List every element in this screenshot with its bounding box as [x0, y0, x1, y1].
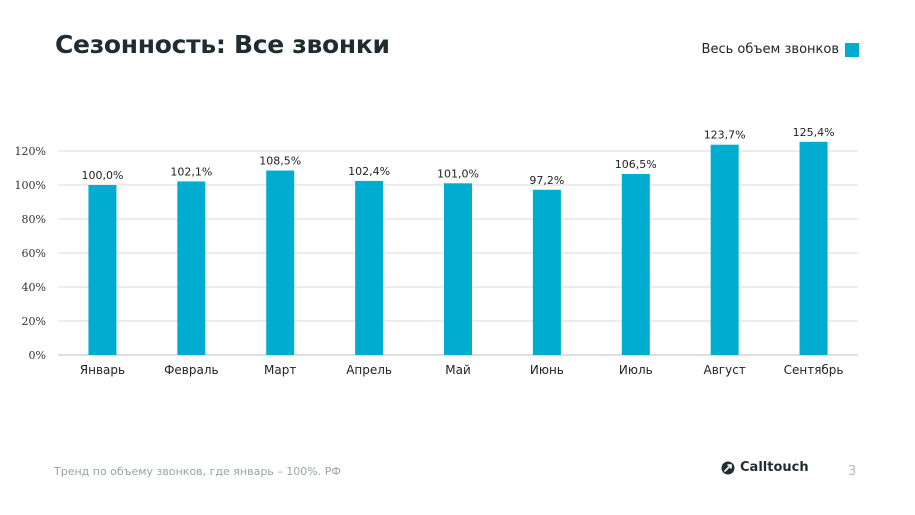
legend-swatch: [845, 42, 859, 57]
y-tick-label: 100%: [15, 179, 46, 192]
data-label: 102,1%: [170, 165, 212, 178]
bar: [532, 189, 561, 355]
legend-label: Весь объем звонков: [701, 42, 839, 57]
y-tick-label: 80%: [22, 213, 46, 226]
bar: [355, 180, 384, 355]
bar: [621, 173, 650, 355]
x-tick-label: Сентябрь: [784, 363, 844, 377]
chart-legend: Весь объем звонков: [702, 42, 859, 57]
bar: [266, 170, 295, 355]
slide-title: Сезонность: Все звонки: [55, 30, 390, 59]
y-tick-label: 0%: [29, 349, 46, 362]
bar: [177, 181, 206, 355]
x-tick-label: Апрель: [346, 363, 392, 377]
calltouch-logo-icon: [721, 461, 735, 474]
data-label: 101,0%: [437, 167, 479, 180]
x-tick-label: Январь: [80, 363, 125, 377]
x-tick-label: Февраль: [164, 363, 219, 377]
data-label: 123,7%: [704, 129, 746, 142]
bar: [710, 144, 739, 355]
y-tick-label: 40%: [22, 281, 46, 294]
data-label: 106,5%: [615, 158, 657, 171]
y-tick-label: 120%: [15, 145, 46, 158]
bar: [799, 141, 828, 355]
x-tick-label: Май: [445, 363, 471, 377]
footer-note: Тренд по объему звонков, где январь – 10…: [54, 465, 341, 478]
data-label: 125,4%: [793, 126, 835, 139]
bar: [444, 183, 472, 355]
x-tick-label: Март: [264, 363, 296, 377]
logo-text: Calltouch: [740, 460, 809, 475]
bar: [88, 185, 117, 355]
data-label: 97,2%: [529, 174, 564, 187]
y-tick-label: 20%: [22, 315, 46, 328]
data-label: 102,4%: [348, 165, 390, 178]
x-tick-label: Июнь: [530, 363, 564, 377]
page-number: 3: [848, 464, 857, 479]
x-tick-label: Август: [704, 363, 746, 377]
brand-logo: Calltouch: [721, 460, 809, 475]
data-label: 108,5%: [259, 155, 301, 168]
data-label: 100,0%: [81, 169, 123, 182]
x-tick-label: Июль: [619, 363, 653, 377]
y-tick-label: 60%: [22, 247, 46, 260]
